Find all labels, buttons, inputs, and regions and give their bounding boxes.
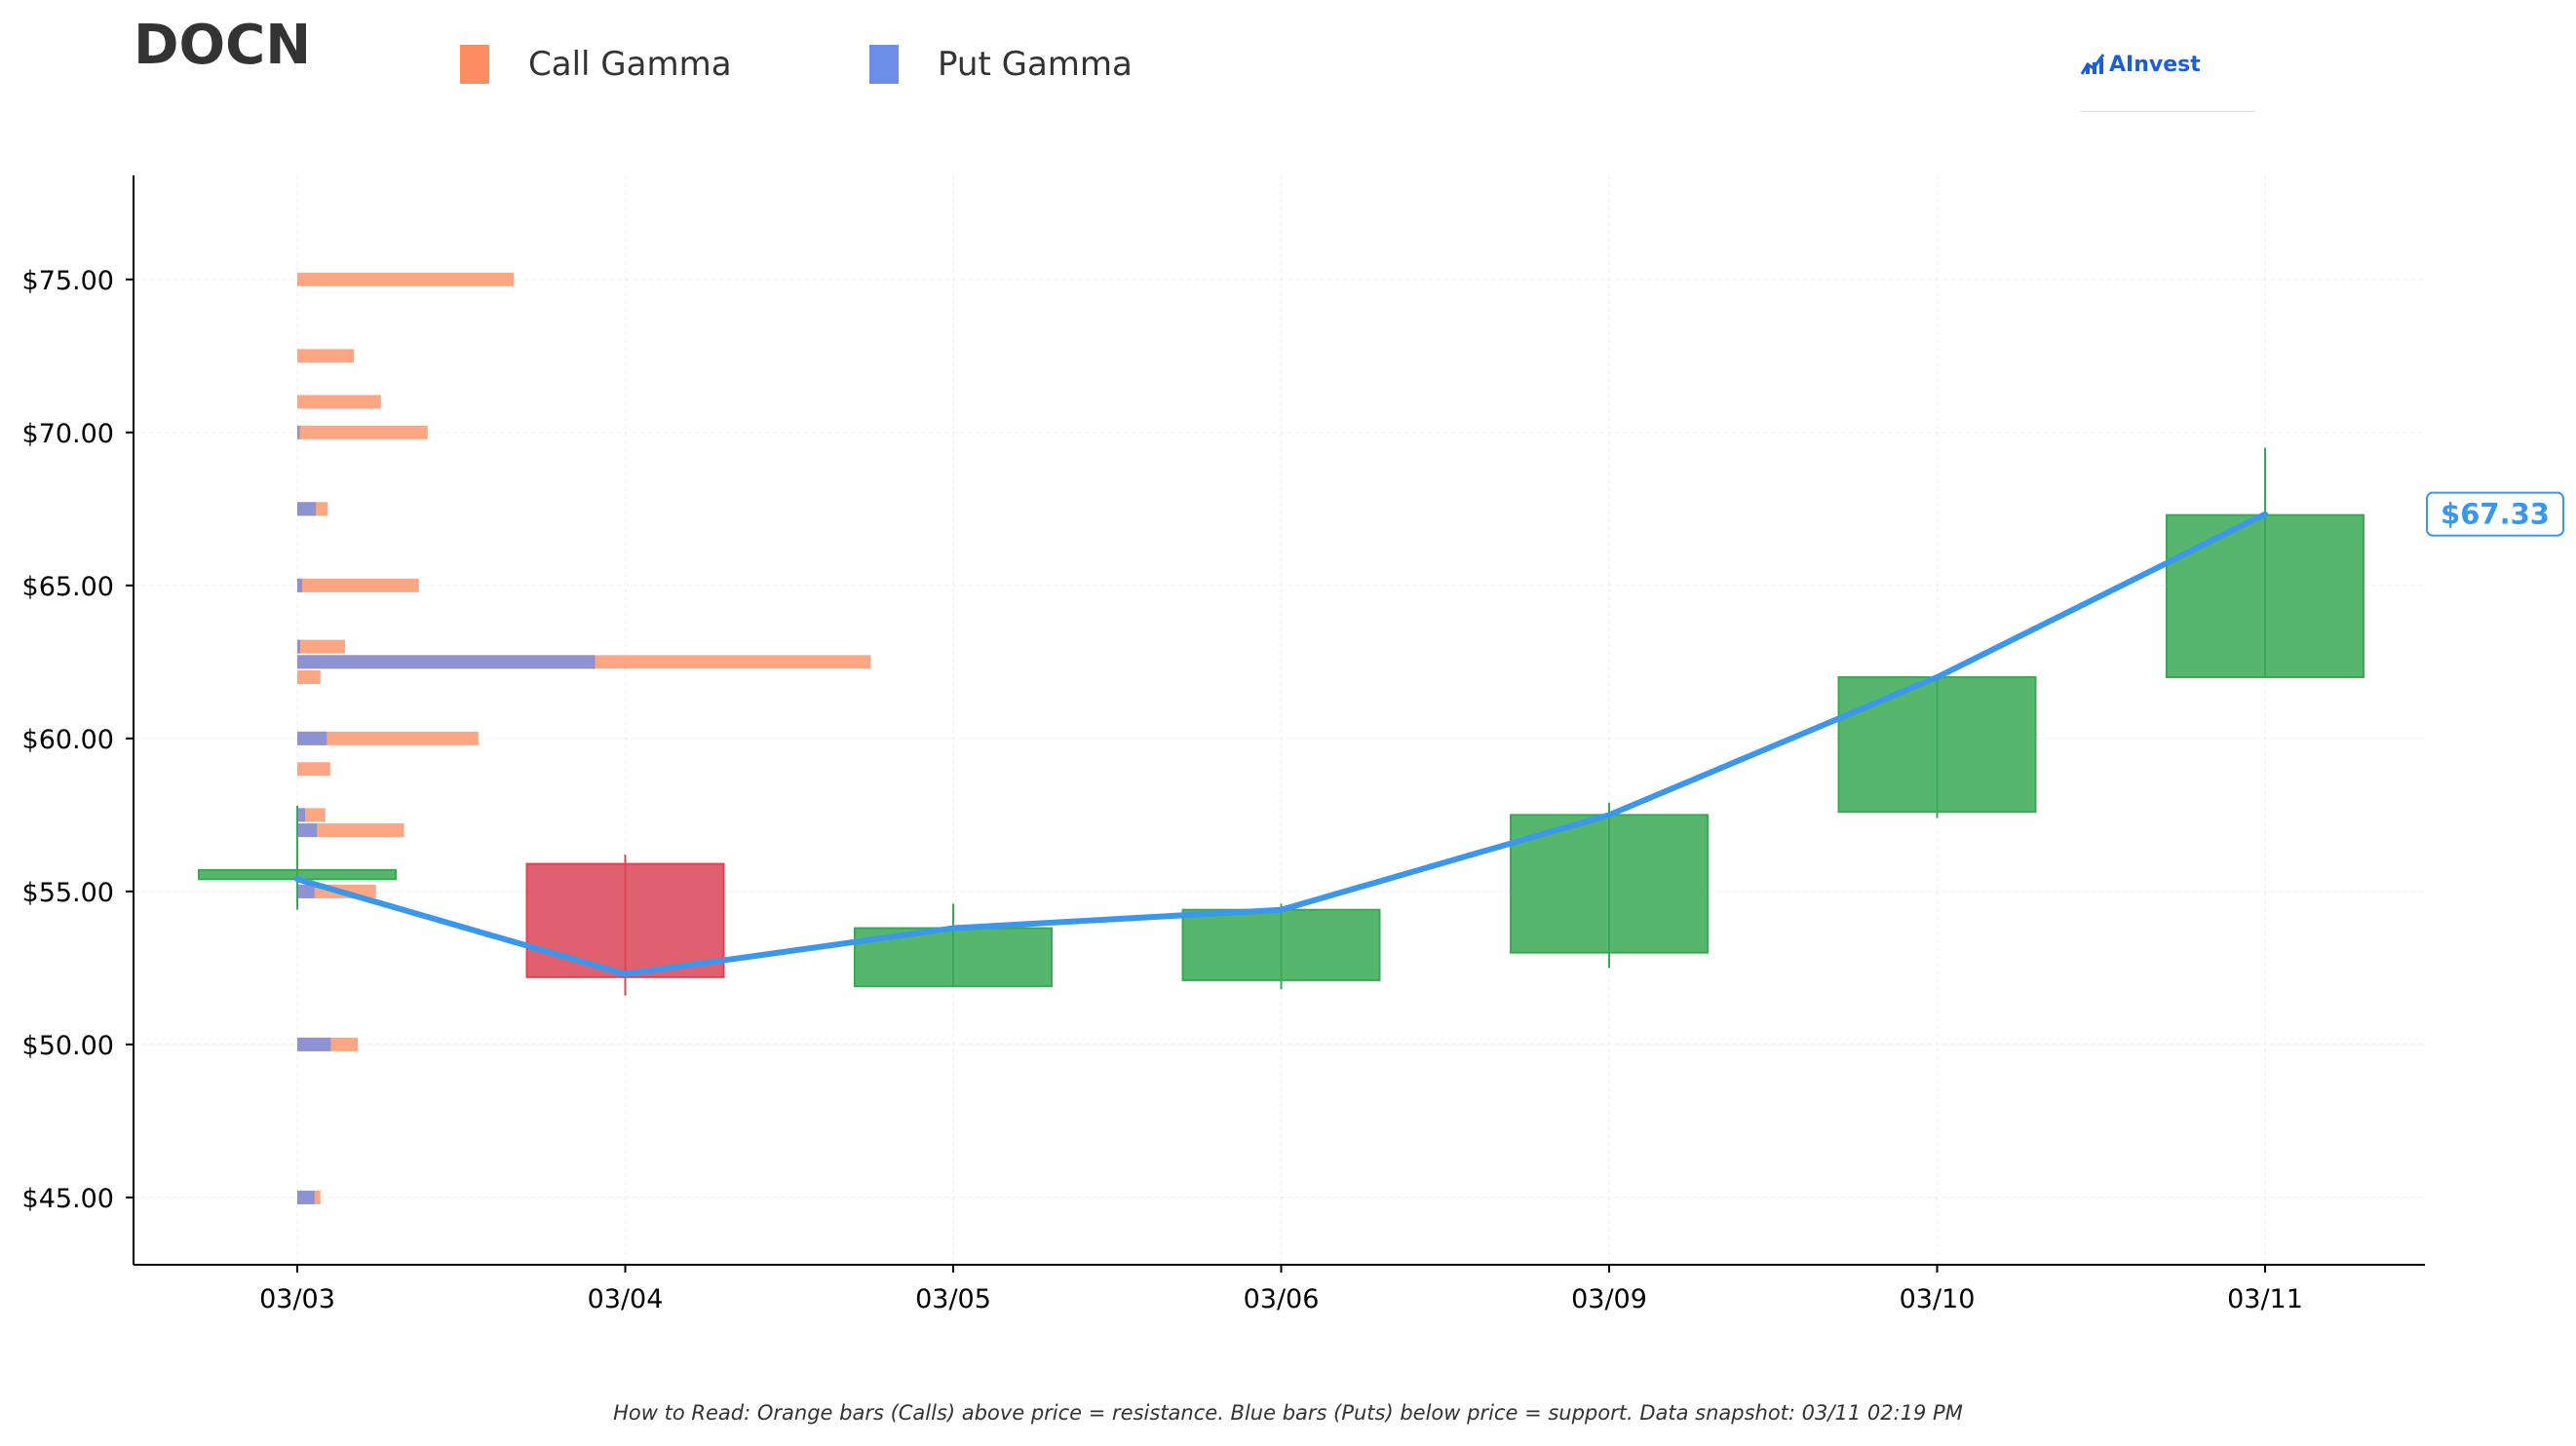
call-gamma-swatch <box>460 45 489 84</box>
y-tick-label: $50.00 <box>22 1031 114 1061</box>
x-tick-label: 03/04 <box>588 1284 664 1314</box>
brand-logo: AInvest <box>2080 45 2255 113</box>
put-gamma-bar <box>297 1190 315 1204</box>
y-tick-label: $65.00 <box>22 572 114 602</box>
call-gamma-bar <box>297 731 479 745</box>
x-tick-label: 03/10 <box>1900 1284 1976 1314</box>
candle-body <box>1510 814 1709 954</box>
candle-body <box>1837 676 2037 814</box>
put-gamma-bar <box>297 1037 331 1051</box>
y-tick-label: $70.00 <box>22 419 114 449</box>
x-tick-label: 03/09 <box>1571 1284 1647 1314</box>
put-gamma-bar <box>297 502 317 516</box>
candle-body <box>1181 908 1381 981</box>
brand-name: AInvest <box>2109 53 2201 77</box>
legend-put: Put Gamma <box>869 35 1133 94</box>
call-gamma-label: Call Gamma <box>528 45 732 84</box>
put-gamma-bar <box>297 655 596 669</box>
call-gamma-bar <box>297 578 419 592</box>
ainvest-logo-icon <box>2080 54 2105 75</box>
y-tick-label: $75.00 <box>22 266 114 296</box>
brand-underline <box>2080 111 2255 112</box>
current-price-label: $67.33 <box>2441 498 2550 531</box>
candle-body <box>2166 514 2365 679</box>
call-gamma-bar <box>297 425 428 439</box>
put-gamma-bar <box>297 808 306 822</box>
put-gamma-bar <box>297 884 315 898</box>
current-price-badge <box>2426 491 2564 537</box>
x-tick-label: 03/05 <box>915 1284 991 1314</box>
call-gamma-bar <box>297 349 355 363</box>
put-gamma-bar <box>297 731 327 745</box>
call-gamma-bar <box>297 670 321 685</box>
call-gamma-bar <box>297 395 381 409</box>
put-gamma-bar <box>297 823 318 838</box>
y-tick-label: $60.00 <box>22 725 114 755</box>
put-gamma-bar <box>297 425 300 439</box>
x-tick-label: 03/11 <box>2227 1284 2303 1314</box>
put-gamma-bar <box>297 578 303 592</box>
x-tick-label: 03/03 <box>259 1284 335 1314</box>
call-gamma-bar <box>297 762 330 777</box>
put-gamma-label: Put Gamma <box>938 45 1133 84</box>
chart-title: DOCN <box>134 14 312 77</box>
price-gamma-chart: $67.33 $45.00 $50.00 $55.00 $60.00 $65.00 $70.… <box>22 175 2564 1314</box>
put-gamma-swatch <box>869 45 899 84</box>
x-tick-label: 03/06 <box>1244 1284 1320 1314</box>
candle-body <box>525 862 725 978</box>
legend-call: Call Gamma <box>460 35 732 94</box>
footer-note: How to Read: Orange bars (Calls) above p… <box>613 1401 1963 1425</box>
y-tick-label: $45.00 <box>22 1184 114 1214</box>
price-line <box>294 511 2268 977</box>
put-gamma-bar <box>297 639 301 654</box>
y-tick-label: $55.00 <box>22 878 114 908</box>
call-gamma-bar <box>297 639 345 654</box>
call-gamma-bar <box>297 272 515 286</box>
call-gamma-bar <box>297 823 404 838</box>
